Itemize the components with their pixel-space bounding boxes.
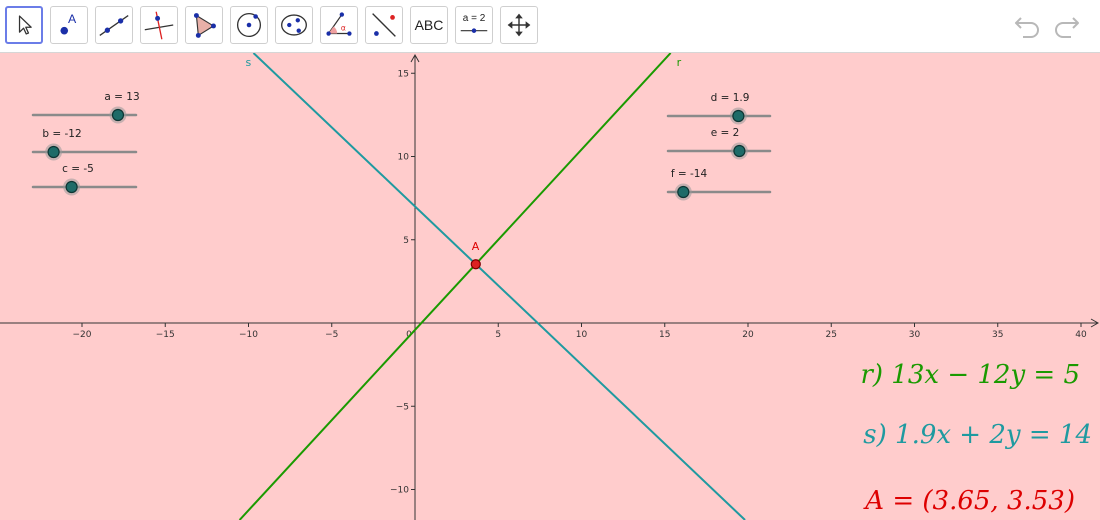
angle-tool-button[interactable]: α (320, 6, 358, 44)
toolbar: A (0, 0, 1100, 53)
y-tick-label: −5 (396, 402, 409, 412)
x-tick-label: −15 (156, 330, 175, 340)
polygon-tool-button[interactable] (185, 6, 223, 44)
y-tick-label: 10 (398, 153, 410, 163)
x-tick-label: 25 (826, 330, 837, 340)
reflect-tool-button[interactable] (365, 6, 403, 44)
slider-label: e = 2 (711, 127, 740, 139)
x-tick-label: −20 (73, 330, 92, 340)
y-tick-label: −10 (390, 486, 409, 496)
slider-knob[interactable] (732, 109, 745, 123)
slider-knob[interactable] (65, 180, 78, 194)
y-tick-label: 5 (403, 236, 409, 246)
slider-knob[interactable] (677, 185, 690, 199)
x-tick-label: 35 (992, 330, 1003, 340)
slider-knob[interactable] (47, 145, 60, 159)
slider-label: b = -12 (42, 128, 81, 140)
x-tick-label: 40 (1075, 330, 1087, 340)
line-through-points-icon (99, 14, 129, 36)
polygon-icon (193, 13, 216, 38)
x-tick-label: 5 (495, 330, 501, 340)
point-icon: A (60, 12, 77, 35)
slider[interactable]: c = -5 (31, 163, 138, 196)
slider-label: d = 1.9 (711, 92, 750, 104)
move-graphics-tool-button[interactable] (500, 6, 538, 44)
x-axis-arrow (1090, 318, 1100, 328)
ellipse-icon (281, 14, 307, 36)
redo-icon (1055, 17, 1079, 38)
x-tick-label: 10 (576, 330, 588, 340)
point-tool-button[interactable]: A (50, 6, 88, 44)
x-tick-label: −10 (239, 330, 258, 340)
point-tool-label: A (68, 12, 77, 26)
angle-tool-label: α (341, 24, 346, 33)
x-tick-label: 20 (742, 330, 754, 340)
equation-s[interactable]: s) 1.9x + 2y = 14 (863, 420, 1092, 450)
angle-icon: α (326, 12, 352, 36)
move-graphics-view-icon (507, 13, 531, 37)
point-A-label: A (472, 240, 480, 253)
slider-knob[interactable] (111, 108, 125, 122)
x-tick-label: 30 (909, 330, 921, 340)
text-tool-label: ABC (414, 17, 444, 33)
slider-label: f = -14 (671, 168, 708, 180)
point-A[interactable] (470, 259, 481, 270)
redo-button[interactable] (1050, 12, 1082, 40)
equation-r-text: r) 13x − 12y = 5 (860, 360, 1080, 390)
graphics-canvas[interactable]: −20−15−10−5051015202530354015105−5−10 rs… (0, 53, 1100, 520)
circle-tool-button[interactable] (230, 6, 268, 44)
text-tool-button[interactable]: ABC (410, 6, 448, 44)
equation-r[interactable]: r) 13x − 12y = 5 (860, 360, 1080, 390)
circle-center-point-icon (236, 12, 262, 38)
undo-icon (1015, 17, 1039, 38)
slider[interactable]: b = -12 (31, 128, 138, 161)
y-axis-arrow (410, 53, 420, 63)
y-tick-label: 15 (398, 69, 409, 79)
line-r[interactable] (238, 53, 672, 520)
slider-icon (460, 28, 488, 33)
slider-tool-button[interactable]: a = 2 (455, 6, 493, 44)
graphics-view[interactable]: −20−15−10−5051015202530354015105−5−10 rs… (0, 53, 1100, 520)
perpendicular-line-tool-button[interactable] (140, 6, 178, 44)
line-r-label: r (677, 56, 682, 69)
line-s[interactable] (252, 53, 746, 520)
slider[interactable]: a = 13 (31, 91, 140, 124)
x-tick-label: 15 (659, 330, 670, 340)
reflect-about-line-icon (372, 13, 396, 37)
line-s-label: s (245, 56, 251, 69)
line-tool-button[interactable] (95, 6, 133, 44)
ellipse-tool-button[interactable] (275, 6, 313, 44)
move-tool-button[interactable] (5, 6, 43, 44)
x-tick-label: −5 (325, 330, 338, 340)
slider[interactable]: f = -14 (666, 168, 772, 201)
point-A-definition-text: A = (3.65, 3.53) (865, 486, 1075, 516)
undo-button[interactable] (1012, 12, 1044, 40)
equation-s-text: s) 1.9x + 2y = 14 (863, 420, 1092, 450)
slider[interactable]: d = 1.9 (666, 92, 772, 125)
slider-label: a = 13 (104, 91, 139, 103)
arrow-cursor-icon (18, 15, 32, 35)
slider-tool-label: a = 2 (462, 13, 486, 24)
slider-label: c = -5 (62, 163, 94, 175)
slider-knob[interactable] (733, 144, 746, 158)
perpendicular-line-icon (144, 11, 174, 40)
slider[interactable]: e = 2 (666, 127, 772, 160)
point-A-definition[interactable]: A = (3.65, 3.53) (865, 486, 1075, 516)
